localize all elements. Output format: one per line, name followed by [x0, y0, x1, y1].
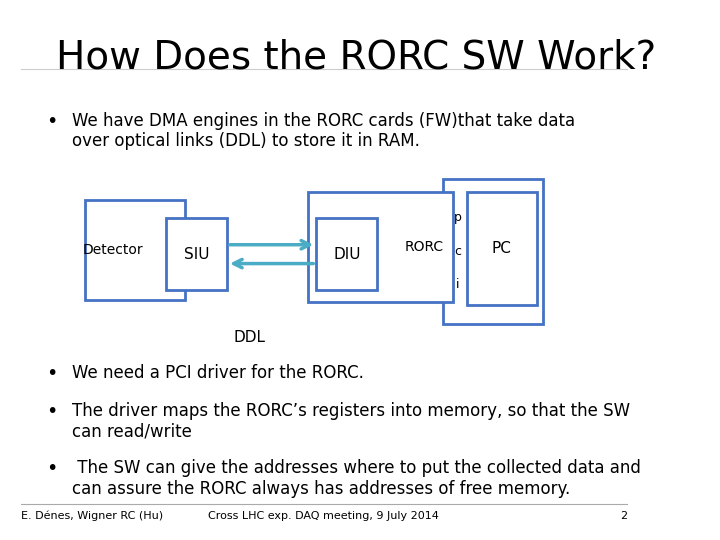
Bar [444, 179, 543, 323]
Text: •: • [47, 402, 58, 421]
Text: p: p [454, 211, 462, 224]
Text: SIU: SIU [184, 247, 210, 262]
Text: Cross LHC exp. DAQ meeting, 9 July 2014: Cross LHC exp. DAQ meeting, 9 July 2014 [208, 511, 439, 521]
Text: How Does the RORC SW Work?: How Does the RORC SW Work? [56, 39, 656, 77]
Text: c: c [454, 245, 461, 258]
Text: We need a PCI driver for the RORC.: We need a PCI driver for the RORC. [72, 364, 364, 382]
Bar [316, 218, 377, 291]
Text: i: i [456, 278, 459, 291]
Text: DIU: DIU [333, 247, 361, 262]
Text: PC: PC [492, 241, 512, 256]
Bar [307, 192, 453, 302]
Text: 2: 2 [620, 511, 627, 521]
Text: The driver maps the RORC’s registers into memory, so that the SW
can read/write: The driver maps the RORC’s registers int… [72, 402, 631, 441]
Text: •: • [47, 112, 58, 131]
Text: •: • [47, 459, 58, 478]
Bar [467, 192, 536, 305]
Text: Detector: Detector [83, 243, 143, 257]
Bar [166, 218, 227, 291]
Text: DDL: DDL [234, 329, 266, 345]
Text: We have DMA engines in the RORC cards (FW)that take data
over optical links (DDL: We have DMA engines in the RORC cards (F… [72, 112, 575, 150]
Text: The SW can give the addresses where to put the collected data and
can assure the: The SW can give the addresses where to p… [72, 459, 642, 498]
Text: •: • [47, 364, 58, 383]
Text: E. Dénes, Wigner RC (Hu): E. Dénes, Wigner RC (Hu) [21, 511, 163, 521]
Bar [85, 200, 185, 300]
Text: RORC: RORC [404, 240, 444, 254]
